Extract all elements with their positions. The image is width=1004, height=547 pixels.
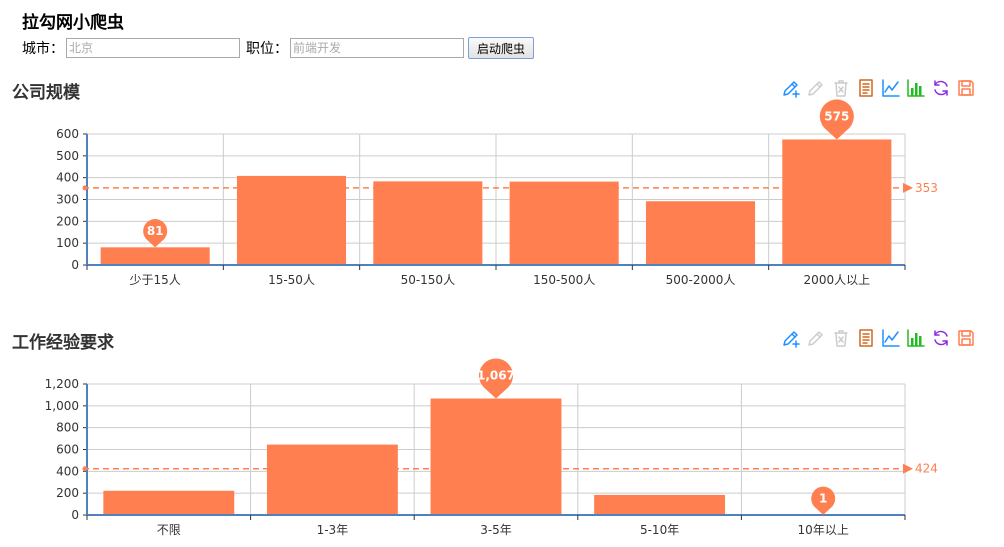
x-tick-label: 少于15人 [130,273,181,287]
position-label: 职位： [246,41,288,57]
data-view-icon[interactable] [856,328,876,348]
clear-icon[interactable] [831,328,851,348]
mark-line-label: 353 [915,181,938,195]
bar[interactable] [103,490,235,515]
x-tick-label: 1-3年 [317,523,349,537]
chart-title-experience: 工作经验要求 [12,333,114,353]
y-tick-label: 1,200 [45,377,79,391]
bar[interactable] [782,139,892,265]
line-chart-icon[interactable] [881,78,901,98]
y-tick-label: 300 [56,193,79,207]
x-tick-label: 2000人以上 [804,273,871,287]
refresh-icon[interactable] [931,328,951,348]
mark-point-pin [143,219,168,248]
y-tick-label: 600 [56,127,79,141]
bar[interactable] [100,247,210,265]
x-tick-label: 5-10年 [640,523,679,537]
start-crawler-button[interactable]: 启动爬虫 [468,37,535,59]
bar[interactable] [594,494,726,515]
search-form: 城市： 职位： 启动爬虫 [22,37,535,59]
bar[interactable] [266,444,398,515]
zoom-reset-pen-icon[interactable] [806,328,826,348]
y-tick-label: 200 [56,214,79,228]
mark-line-arrow [903,463,913,474]
mark-line-label: 424 [915,462,938,476]
zoom-reset-pen-icon[interactable] [806,78,826,98]
bar[interactable] [430,398,562,515]
refresh-icon[interactable] [931,78,951,98]
toolbox-experience [781,328,976,348]
mark-point-label: 1 [819,492,827,506]
save-image-icon[interactable] [956,78,976,98]
y-tick-label: 0 [71,258,79,272]
x-tick-label: 150-500人 [533,273,595,287]
data-view-icon[interactable] [856,78,876,98]
zoom-in-pen-icon[interactable] [781,328,801,348]
x-tick-label: 50-150人 [401,273,456,287]
app-title: 拉勾网小爬虫 [22,13,124,33]
mark-point-pin [811,486,836,515]
y-tick-label: 400 [56,464,79,478]
y-tick-label: 1,000 [45,399,79,413]
x-tick-label: 15-50人 [268,273,315,287]
city-label: 城市： [22,41,64,57]
bar-chart-icon[interactable] [906,328,926,348]
x-tick-label: 500-2000人 [666,273,736,287]
company-size-chart: 0 100 200 300 400 500 600 少于15人 15-50人 50-150人 150… [56,99,938,287]
mark-point-label: 1,067 [477,369,515,383]
x-tick-label: 3-5年 [480,523,512,537]
bar[interactable] [236,175,347,265]
x-tick-label: 10年以上 [798,523,849,537]
mark-point-pin [819,99,854,140]
bar[interactable] [509,181,619,265]
bar-chart-icon[interactable] [906,78,926,98]
y-tick-label: 200 [56,486,79,500]
y-tick-label: 400 [56,171,79,185]
y-tick-label: 800 [56,421,79,435]
clear-icon[interactable] [831,78,851,98]
bar[interactable] [645,201,756,265]
y-tick-label: 600 [56,443,79,457]
mark-line-start-dot [82,185,88,191]
mark-line-arrow [903,182,913,193]
y-tick-label: 500 [56,149,79,163]
mark-line-start-dot [82,466,88,472]
y-tick-label: 100 [56,236,79,250]
line-chart-icon[interactable] [881,328,901,348]
y-tick-label: 0 [71,508,79,522]
save-image-icon[interactable] [956,328,976,348]
city-input[interactable] [66,38,240,58]
mark-point-label: 575 [824,110,849,124]
mark-point-pin [479,358,513,399]
position-input[interactable] [290,38,464,58]
toolbox-company-size [781,78,976,98]
bar[interactable] [373,181,483,265]
zoom-in-pen-icon[interactable] [781,78,801,98]
mark-point-label: 81 [147,224,164,238]
x-tick-label: 不限 [157,523,181,537]
chart-title-company-size: 公司规模 [12,83,80,103]
experience-chart: 0 200 400 600 800 1,000 1,200 不限 1-3年 3-5年 5-10年 10… [45,358,938,537]
